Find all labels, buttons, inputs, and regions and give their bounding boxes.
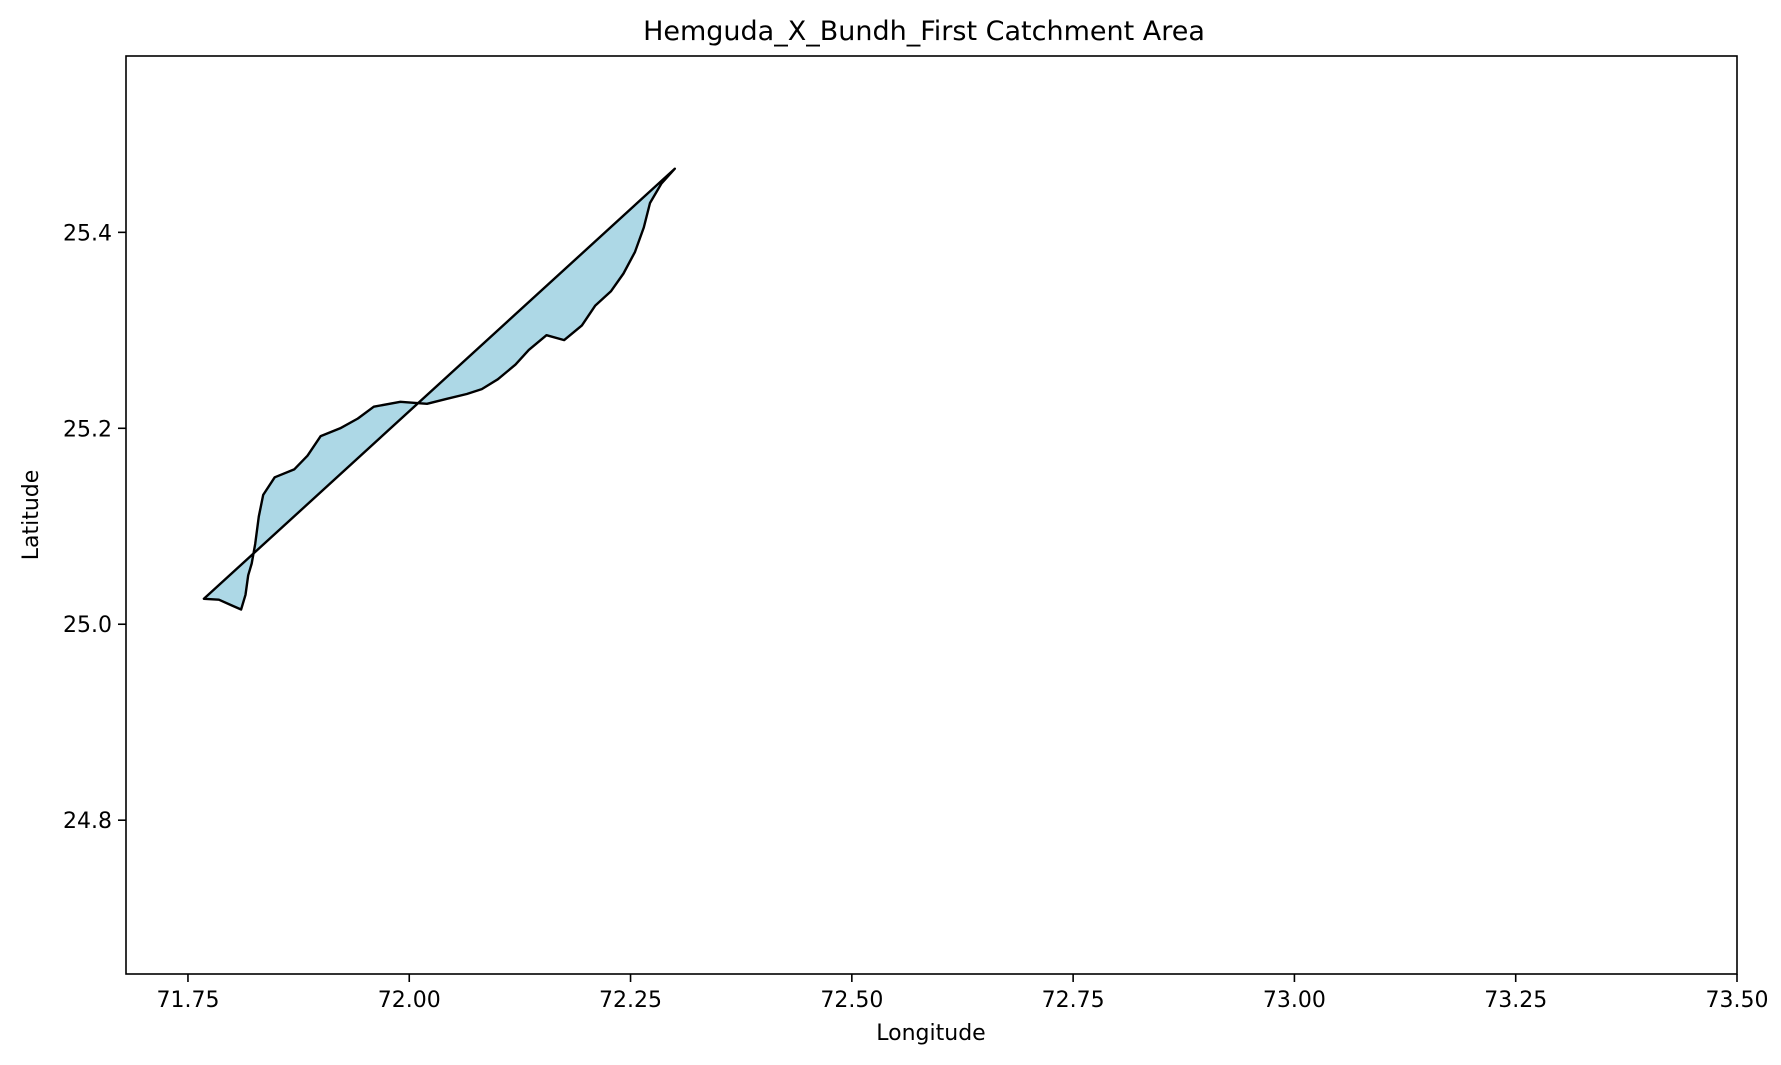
x-tick-label: 72.75 — [1042, 988, 1105, 1013]
axes-frame — [125, 55, 1738, 975]
chart-title: Hemguda_X_Bundh_First Catchment Area — [643, 16, 1205, 47]
y-axis-label: Latitude — [19, 470, 44, 561]
y-tick-label: 24.8 — [63, 809, 112, 834]
y-tick-label: 25.0 — [63, 613, 112, 638]
x-tick-label: 72.25 — [599, 988, 662, 1013]
catchment-area-polygon — [202, 167, 676, 611]
y-axis: 24.8 25.0 25.2 25.4 — [63, 221, 126, 834]
x-tick-label: 73.50 — [1706, 988, 1769, 1013]
x-axis: 71.75 72.00 72.25 72.50 72.75 73.00 73.25 73.50 — [156, 974, 1768, 1013]
x-axis-label: Longitude — [876, 1021, 985, 1046]
y-tick-label: 25.2 — [63, 417, 112, 442]
x-tick-label: 71.75 — [156, 988, 219, 1013]
x-tick-label: 73.25 — [1484, 988, 1547, 1013]
x-tick-label: 72.50 — [820, 988, 883, 1013]
x-tick-label: 72.00 — [378, 988, 441, 1013]
x-tick-label: 73.00 — [1263, 988, 1326, 1013]
y-tick-label: 25.4 — [63, 221, 112, 246]
